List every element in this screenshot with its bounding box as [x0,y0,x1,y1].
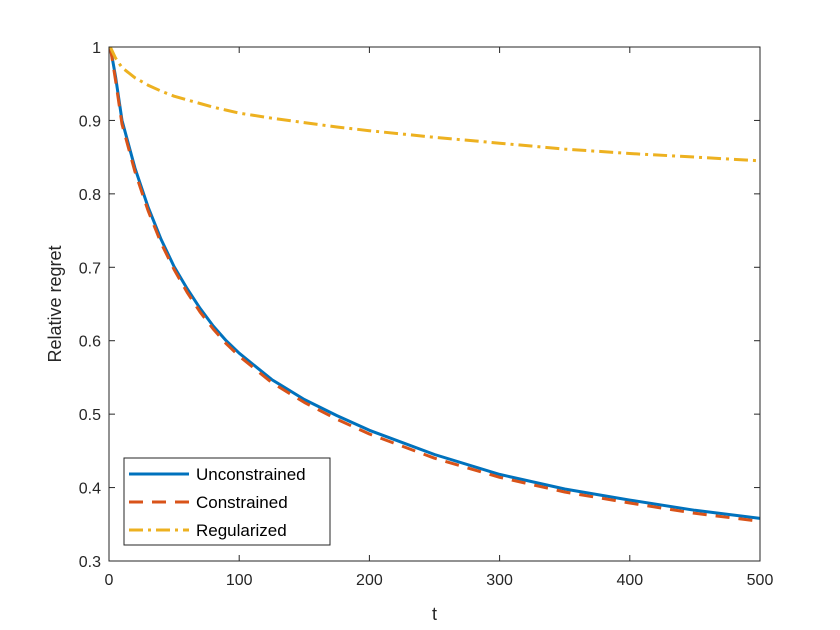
series-layer [108,46,761,523]
y-tick-label: 1 [92,40,101,57]
x-tick-label: 400 [616,572,643,589]
x-axis-label: t [432,604,437,624]
y-tick-label: 0.8 [79,187,101,204]
series-line-constrained [108,46,761,523]
x-tick-label: 300 [486,572,513,589]
legend-label-constrained: Constrained [196,493,288,512]
legend: Unconstrained Constrained Regularized [123,457,331,546]
x-tick-label: 200 [356,572,383,589]
ticks-layer: 0 100 200 300 400 500 0.3 0.4 0.5 0.6 0.7 0.8 0.9 1 [79,40,774,589]
y-axis-label: Relative regret [45,245,65,362]
x-tick-label: 0 [105,572,114,589]
series-line-regularized [108,46,761,163]
plot-frame [108,46,761,562]
y-tick-label: 0.5 [79,407,101,424]
legend-label-unconstrained: Unconstrained [196,465,306,484]
y-tick-label: 0.3 [79,554,101,571]
y-tick-label: 0.9 [79,113,101,130]
y-tick-label: 0.4 [79,481,101,498]
legend-label-regularized: Regularized [196,521,287,540]
y-tick-label: 0.6 [79,334,101,351]
y-tick-label: 0.7 [79,260,101,277]
x-tick-label: 100 [226,572,253,589]
x-tick-label: 500 [747,572,774,589]
